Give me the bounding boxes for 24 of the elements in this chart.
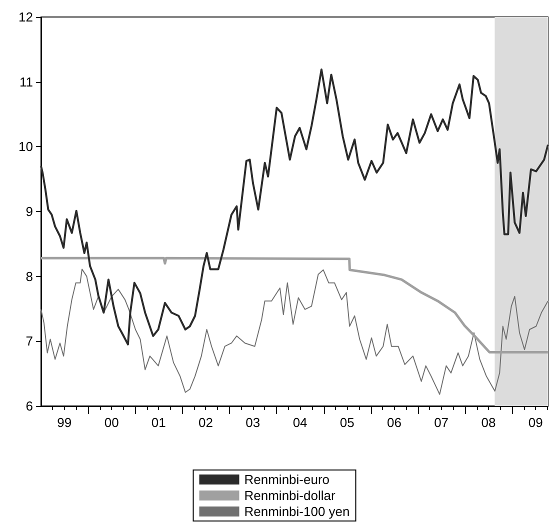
y-tick-label: 6 bbox=[26, 398, 33, 414]
y-tick-label: 9 bbox=[26, 204, 33, 219]
x-tick-label: 04 bbox=[292, 415, 308, 430]
x-tick-label: 99 bbox=[57, 415, 72, 430]
y-tick-label: 7 bbox=[26, 334, 33, 349]
x-tick-label: 02 bbox=[198, 415, 213, 430]
x-tick-label: 08 bbox=[481, 415, 496, 430]
legend-label: Renminbi-euro bbox=[244, 472, 330, 487]
line-series bbox=[40, 256, 549, 354]
y-tick-label: 8 bbox=[26, 268, 33, 284]
x-tick-label: 01 bbox=[151, 415, 166, 430]
line-series bbox=[40, 268, 548, 395]
y-tick-label: 10 bbox=[18, 139, 33, 154]
line-series bbox=[40, 68, 549, 346]
y-tick-label: 12 bbox=[18, 10, 33, 24]
x-tick-label: 06 bbox=[386, 415, 402, 430]
legend-label: Renminbi-100 yen bbox=[244, 504, 350, 519]
y-tick-label: 11 bbox=[20, 74, 33, 90]
x-tick-label: 09 bbox=[528, 415, 543, 430]
x-tick-label: 07 bbox=[434, 415, 449, 430]
x-tick-label: 05 bbox=[340, 415, 354, 430]
x-tick-label: 00 bbox=[104, 415, 119, 430]
x-tick-label: 03 bbox=[246, 415, 260, 430]
legend-label: Renminbi-dollar bbox=[244, 488, 336, 503]
